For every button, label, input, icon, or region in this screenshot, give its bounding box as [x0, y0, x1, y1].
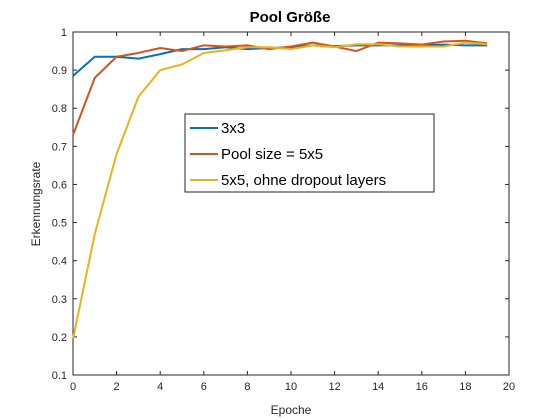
x-tick-label: 6 [201, 381, 207, 393]
x-tick-label: 2 [114, 381, 120, 393]
x-tick-label: 18 [459, 381, 471, 393]
y-tick-label: 1 [61, 27, 67, 39]
x-tick-label: 10 [285, 381, 297, 393]
y-axis-label: Erkennungsrate [29, 161, 43, 246]
y-tick-label: 0.3 [52, 294, 67, 306]
x-tick-label: 14 [372, 381, 384, 393]
y-tick-label: 0.9 [52, 65, 67, 77]
y-tick-label: 0.8 [52, 103, 67, 115]
x-axis-label: Epoche [271, 403, 312, 417]
x-tick-label: 8 [244, 381, 250, 393]
y-tick-label: 0.6 [52, 179, 67, 191]
y-tick-label: 0.5 [52, 218, 67, 230]
legend-entry-5x5-no-dropout: 5x5, ohne dropout layers [221, 172, 386, 189]
x-tick-label: 4 [157, 381, 163, 393]
y-tick-label: 0.2 [52, 332, 67, 344]
x-tick-label: 20 [503, 381, 515, 393]
plot-area [72, 31, 510, 376]
legend-entry-3x3: 3x3 [221, 120, 245, 137]
y-tick-label: 0.1 [52, 370, 67, 382]
x-tick-label: 0 [70, 381, 76, 393]
legend-box [184, 113, 435, 193]
axis-ticks: 0 2 4 6 8 10 12 14 16 18 20 0.1 0.2 0.3 0.4 0.5 0.6 0.7 0.… [52, 27, 515, 393]
series-lines [72, 39, 488, 339]
y-tick-label: 0.7 [52, 141, 67, 153]
series-line-5x5-no-dropout [72, 41, 488, 339]
y-tick-label: 0.4 [52, 256, 67, 268]
legend-entry-pool-5x5: Pool size = 5x5 [221, 146, 323, 163]
chart-title: Pool Größe [250, 9, 331, 26]
x-tick-label: 12 [328, 381, 340, 393]
legend: 3x3 Pool size = 5x5 5x5, ohne dropout la… [184, 113, 435, 193]
x-tick-label: 16 [416, 381, 428, 393]
